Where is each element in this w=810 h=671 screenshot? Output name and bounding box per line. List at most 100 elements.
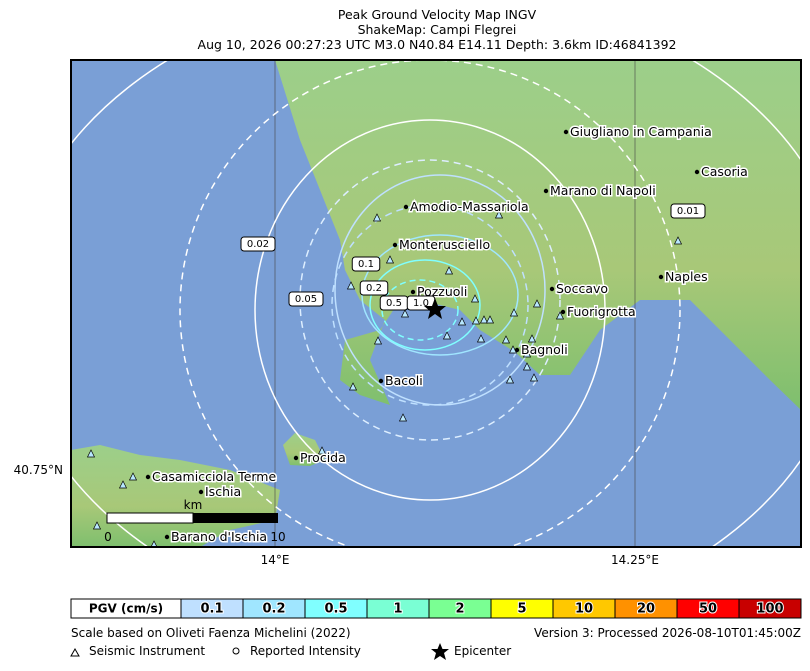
station — [471, 316, 481, 325]
city-dot — [543, 188, 549, 194]
station — [508, 345, 518, 354]
contour-label-box — [359, 280, 389, 296]
legend-level: 10 — [575, 602, 593, 617]
contour-label-box — [240, 236, 276, 252]
intensity-icon — [232, 647, 240, 655]
station — [505, 375, 515, 384]
title: Peak Ground Velocity Map INGV — [338, 7, 537, 22]
legend-title: PGV (cm/s) — [89, 602, 163, 616]
station — [522, 349, 532, 358]
contours — [71, 60, 801, 547]
city-label: Giugliano in Campania — [570, 124, 712, 139]
legend-level: 0.2 — [262, 602, 285, 617]
city-dot — [392, 242, 398, 248]
contour-label-box — [288, 291, 324, 307]
lon-label: 14°E — [261, 553, 290, 567]
station — [317, 446, 327, 455]
contour-label: 0.2 — [366, 283, 382, 294]
city-label: Procida — [300, 450, 346, 465]
city-label: Casoria — [701, 164, 748, 179]
station — [501, 335, 511, 344]
contour-label: 0.01 — [677, 206, 699, 217]
station — [442, 331, 452, 340]
contour-label: 1.0 — [413, 298, 429, 309]
station — [150, 540, 158, 547]
map: Giugliano in Campania Casoria Marano di Na… — [71, 60, 801, 547]
station — [479, 315, 489, 324]
city-label: Amodio-Massariola — [410, 199, 529, 214]
station — [86, 449, 96, 458]
station — [476, 334, 486, 343]
scalebar-start: 0 — [104, 530, 112, 544]
city-dot — [694, 169, 700, 175]
footer-version: Version 3: Processed 2026-08-10T01:45:00… — [534, 626, 801, 640]
symbol-epicenter: Epicenter — [454, 644, 511, 658]
station — [385, 255, 395, 264]
instrument-icon — [70, 647, 80, 657]
city-label: Naples — [665, 269, 708, 284]
station — [527, 334, 537, 343]
city-dot — [378, 378, 384, 384]
station — [348, 382, 358, 391]
station — [118, 480, 128, 489]
city-dot — [410, 289, 416, 295]
contour-label-box — [670, 203, 706, 219]
city-dot — [198, 489, 204, 495]
legend-level: 5 — [517, 602, 526, 617]
legend-level: 100 — [756, 602, 783, 617]
city-dot — [403, 204, 409, 210]
station — [373, 336, 383, 345]
city-label: Soccavo — [556, 281, 608, 296]
procida-island — [283, 433, 325, 466]
station — [92, 521, 102, 530]
scalebar-end: 10 — [270, 530, 285, 544]
station — [457, 317, 467, 326]
epicenter — [424, 298, 446, 319]
mainland — [275, 60, 801, 410]
city-dot — [145, 474, 151, 480]
city-dot — [514, 347, 520, 353]
station — [398, 413, 408, 422]
symbol-intensity: Reported Intensity — [250, 644, 361, 658]
station — [444, 266, 454, 275]
contour-label: 0.05 — [295, 294, 317, 305]
city-dot — [164, 534, 170, 540]
legend-level: 50 — [699, 602, 717, 617]
scalebar-white — [106, 512, 194, 524]
map-frame — [70, 59, 802, 548]
city-label: Casamicciola Terme — [152, 469, 276, 484]
city-label: Ischia — [205, 484, 241, 499]
city-label: Barano d'Ischia — [171, 529, 267, 544]
epicenter-icon — [431, 643, 449, 660]
lat-label: 40.75°N — [14, 463, 63, 477]
footer-source: Scale based on Oliveti Faenza Michelini … — [71, 626, 351, 640]
city-dot — [563, 129, 569, 135]
legend-level: 2 — [455, 602, 464, 617]
contour-label-box — [351, 256, 381, 272]
legend-level: 20 — [637, 602, 655, 617]
station — [470, 294, 480, 303]
cities: Giugliano in Campania Casoria Marano di Na… — [145, 123, 749, 546]
city-label: Monterusciello — [399, 237, 490, 252]
city-label: Bagnoli — [521, 342, 568, 357]
symbol-instrument: Seismic Instrument — [89, 644, 205, 658]
station — [509, 308, 519, 317]
station — [372, 213, 382, 222]
city-dot — [560, 309, 566, 315]
legend: 0.1 0.2 0.5 1 2 5 10 20 50 100 — [180, 598, 802, 619]
contour-label: 0.5 — [386, 298, 402, 309]
city-dot — [549, 286, 555, 292]
subtitle: ShakeMap: Campi Flegrei — [358, 22, 517, 37]
station — [485, 315, 495, 324]
station — [532, 299, 542, 308]
legend-level: 1 — [393, 602, 402, 617]
city-label: Marano di Napoli — [550, 183, 656, 198]
contour-labels: 0.01 0.02 0.05 0.1 0.2 0.5 1.0 — [240, 203, 706, 311]
legend-level: 0.5 — [324, 602, 347, 617]
contour-label: 0.1 — [358, 259, 374, 270]
legend-level: 0.1 — [200, 602, 223, 617]
legend-swatch — [738, 598, 802, 619]
scalebar-black — [193, 513, 278, 523]
city-dot — [293, 455, 299, 461]
